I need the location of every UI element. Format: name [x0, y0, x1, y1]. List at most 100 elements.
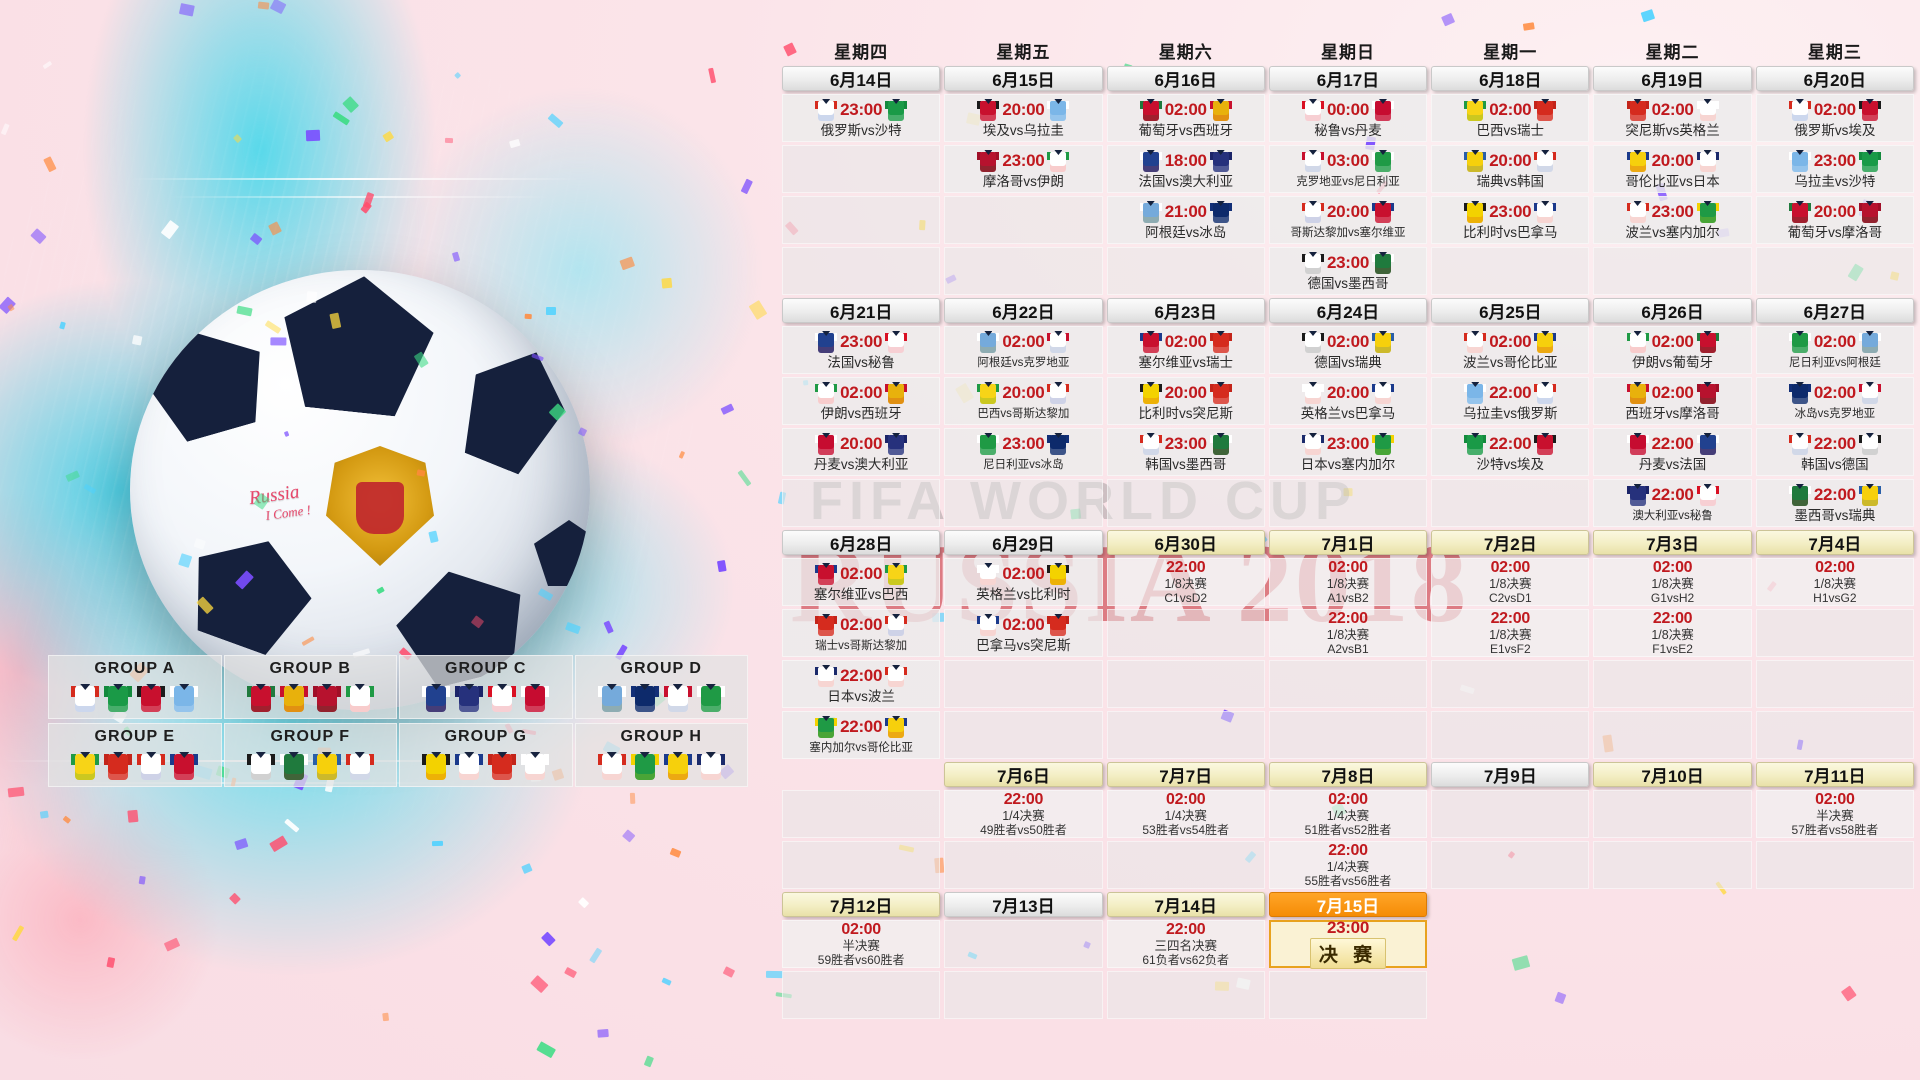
group-box-g[interactable]: GROUP G: [399, 723, 573, 787]
match-cell[interactable]: 22:00 乌拉圭vs俄罗斯: [1431, 377, 1590, 425]
date-header[interactable]: 6月29日: [944, 530, 1103, 555]
match-cell[interactable]: 20:00 丹麦vs澳大利亚: [782, 428, 941, 476]
match-cell[interactable]: 02:00 瑞士vs哥斯达黎加: [782, 609, 941, 657]
date-header[interactable]: 6月26日: [1593, 298, 1752, 323]
group-box-f[interactable]: GROUP F: [223, 723, 397, 787]
match-cell[interactable]: 20:00 英格兰vs巴拿马: [1268, 377, 1428, 425]
date-header[interactable]: 7月1日: [1268, 530, 1428, 555]
date-header[interactable]: 7月15日: [1268, 892, 1428, 917]
date-header[interactable]: 7月8日: [1268, 762, 1428, 787]
group-box-c[interactable]: GROUP C: [399, 655, 573, 719]
date-header[interactable]: 6月24日: [1268, 298, 1428, 323]
match-cell[interactable]: 23:00 韩国vs墨西哥: [1106, 428, 1265, 476]
date-header[interactable]: 6月27日: [1755, 298, 1914, 323]
date-header[interactable]: 7月3日: [1593, 530, 1752, 555]
knockout-match-cell[interactable]: 22:00 1/8决赛 C1vsD2: [1106, 558, 1265, 606]
match-cell[interactable]: 20:00 葡萄牙vs摩洛哥: [1755, 196, 1914, 244]
date-header[interactable]: 7月11日: [1755, 762, 1914, 787]
group-box-e[interactable]: GROUP E: [48, 723, 222, 787]
knockout-match-cell[interactable]: 02:00 1/4决赛 53胜者vs54胜者: [1106, 790, 1265, 838]
knockout-match-cell[interactable]: 22:00 1/8决赛 E1vsF2: [1431, 609, 1590, 657]
match-cell[interactable]: 02:00 尼日利亚vs阿根廷: [1755, 326, 1914, 374]
match-cell[interactable]: 23:00 波兰vs塞内加尔: [1593, 196, 1752, 244]
knockout-match-cell[interactable]: 22:00 1/8决赛 F1vsE2: [1593, 609, 1752, 657]
match-cell[interactable]: 02:00 巴西vs瑞士: [1431, 94, 1590, 142]
match-cell[interactable]: 02:00 冰岛vs克罗地亚: [1755, 377, 1914, 425]
match-cell[interactable]: 22:00 丹麦vs法国: [1593, 428, 1752, 476]
date-header[interactable]: 7月9日: [1431, 762, 1590, 787]
date-header[interactable]: 7月6日: [944, 762, 1103, 787]
match-cell[interactable]: 20:00 比利时vs突尼斯: [1106, 377, 1265, 425]
knockout-match-cell[interactable]: 02:00 1/4决赛 51胜者vs52胜者: [1268, 790, 1428, 838]
match-cell[interactable]: 22:00 塞内加尔vs哥伦比亚: [782, 711, 941, 759]
date-header[interactable]: 7月10日: [1593, 762, 1752, 787]
group-box-h[interactable]: GROUP H: [574, 723, 748, 787]
match-cell[interactable]: 02:00 伊朗vs葡萄牙: [1593, 326, 1752, 374]
match-cell[interactable]: 23:00 俄罗斯vs沙特: [782, 94, 941, 142]
match-cell[interactable]: 02:00 英格兰vs比利时: [944, 558, 1103, 606]
match-cell[interactable]: 20:00 巴西vs哥斯达黎加: [944, 377, 1103, 425]
date-header[interactable]: 6月28日: [782, 530, 941, 555]
date-header[interactable]: 6月15日: [944, 66, 1103, 91]
date-header[interactable]: 6月17日: [1268, 66, 1428, 91]
match-cell[interactable]: 23:00 日本vs塞内加尔: [1268, 428, 1428, 476]
knockout-match-cell[interactable]: 02:00 1/8决赛 C2vsD1: [1431, 558, 1590, 606]
match-cell[interactable]: 22:00 墨西哥vs瑞典: [1755, 479, 1914, 527]
match-cell[interactable]: 23:00 摩洛哥vs伊朗: [944, 145, 1103, 193]
match-cell[interactable]: 22:00 日本vs波兰: [782, 660, 941, 708]
match-cell[interactable]: 23:00 尼日利亚vs冰岛: [944, 428, 1103, 476]
match-cell[interactable]: 02:00 塞尔维亚vs瑞士: [1106, 326, 1265, 374]
knockout-match-cell[interactable]: 02:00 1/8决赛 H1vsG2: [1755, 558, 1914, 606]
knockout-match-cell[interactable]: 02:00 1/8决赛 G1vsH2: [1593, 558, 1752, 606]
match-cell[interactable]: 02:00 塞尔维亚vs巴西: [782, 558, 941, 606]
knockout-match-cell[interactable]: 02:00 半决赛 57胜者vs58胜者: [1755, 790, 1914, 838]
date-header[interactable]: 7月7日: [1106, 762, 1265, 787]
match-cell[interactable]: 20:00 埃及vs乌拉圭: [944, 94, 1103, 142]
knockout-match-cell[interactable]: 22:00 1/8决赛 A2vsB1: [1268, 609, 1428, 657]
match-cell[interactable]: 22:00 沙特vs埃及: [1431, 428, 1590, 476]
date-header[interactable]: 7月13日: [944, 892, 1103, 917]
date-header[interactable]: 7月4日: [1755, 530, 1914, 555]
match-cell[interactable]: 02:00 巴拿马vs突尼斯: [944, 609, 1103, 657]
date-header[interactable]: 6月30日: [1106, 530, 1265, 555]
date-header[interactable]: 6月23日: [1106, 298, 1265, 323]
knockout-match-cell[interactable]: 22:00 三四名决赛 61负者vs62负者: [1106, 920, 1265, 968]
knockout-match-cell[interactable]: 02:00 1/8决赛 A1vsB2: [1268, 558, 1428, 606]
match-cell[interactable]: 20:00 瑞典vs韩国: [1431, 145, 1590, 193]
match-cell[interactable]: 20:00 哥斯达黎加vs塞尔维亚: [1268, 196, 1428, 244]
knockout-match-cell[interactable]: 02:00 半决赛 59胜者vs60胜者: [782, 920, 941, 968]
match-cell[interactable]: 23:00 乌拉圭vs沙特: [1755, 145, 1914, 193]
match-cell[interactable]: 02:00 葡萄牙vs西班牙: [1106, 94, 1265, 142]
match-cell[interactable]: 18:00 法国vs澳大利亚: [1106, 145, 1265, 193]
date-header[interactable]: 7月14日: [1106, 892, 1265, 917]
match-cell[interactable]: 23:00 比利时vs巴拿马: [1431, 196, 1590, 244]
final-match-cell[interactable]: 23:00 决 赛: [1268, 918, 1428, 969]
match-cell[interactable]: 22:00 韩国vs德国: [1755, 428, 1914, 476]
date-header[interactable]: 6月25日: [1431, 298, 1590, 323]
date-header[interactable]: 6月18日: [1431, 66, 1590, 91]
date-header[interactable]: 7月2日: [1431, 530, 1590, 555]
match-cell[interactable]: 22:00 澳大利亚vs秘鲁: [1593, 479, 1752, 527]
date-header[interactable]: 6月22日: [944, 298, 1103, 323]
knockout-match-cell[interactable]: 22:00 1/4决赛 55胜者vs56胜者: [1268, 841, 1428, 889]
group-box-a[interactable]: GROUP A: [48, 655, 222, 719]
date-header[interactable]: 6月16日: [1106, 66, 1265, 91]
match-cell[interactable]: 02:00 阿根廷vs克罗地亚: [944, 326, 1103, 374]
match-cell[interactable]: 23:00 德国vs墨西哥: [1268, 247, 1428, 295]
group-box-b[interactable]: GROUP B: [223, 655, 397, 719]
match-cell[interactable]: 21:00 阿根廷vs冰岛: [1106, 196, 1265, 244]
match-cell[interactable]: 23:00 法国vs秘鲁: [782, 326, 941, 374]
match-cell[interactable]: 20:00 哥伦比亚vs日本: [1593, 145, 1752, 193]
date-header[interactable]: 6月19日: [1593, 66, 1752, 91]
match-cell[interactable]: 02:00 俄罗斯vs埃及: [1755, 94, 1914, 142]
match-cell[interactable]: 00:00 秘鲁vs丹麦: [1268, 94, 1428, 142]
date-header[interactable]: 6月20日: [1755, 66, 1914, 91]
date-header[interactable]: 6月21日: [782, 298, 941, 323]
match-cell[interactable]: 02:00 波兰vs哥伦比亚: [1431, 326, 1590, 374]
match-cell[interactable]: 02:00 伊朗vs西班牙: [782, 377, 941, 425]
match-cell[interactable]: 02:00 西班牙vs摩洛哥: [1593, 377, 1752, 425]
match-cell[interactable]: 02:00 突尼斯vs英格兰: [1593, 94, 1752, 142]
match-cell[interactable]: 03:00 克罗地亚vs尼日利亚: [1268, 145, 1428, 193]
date-header[interactable]: 6月14日: [782, 66, 941, 91]
knockout-match-cell[interactable]: 22:00 1/4决赛 49胜者vs50胜者: [944, 790, 1103, 838]
